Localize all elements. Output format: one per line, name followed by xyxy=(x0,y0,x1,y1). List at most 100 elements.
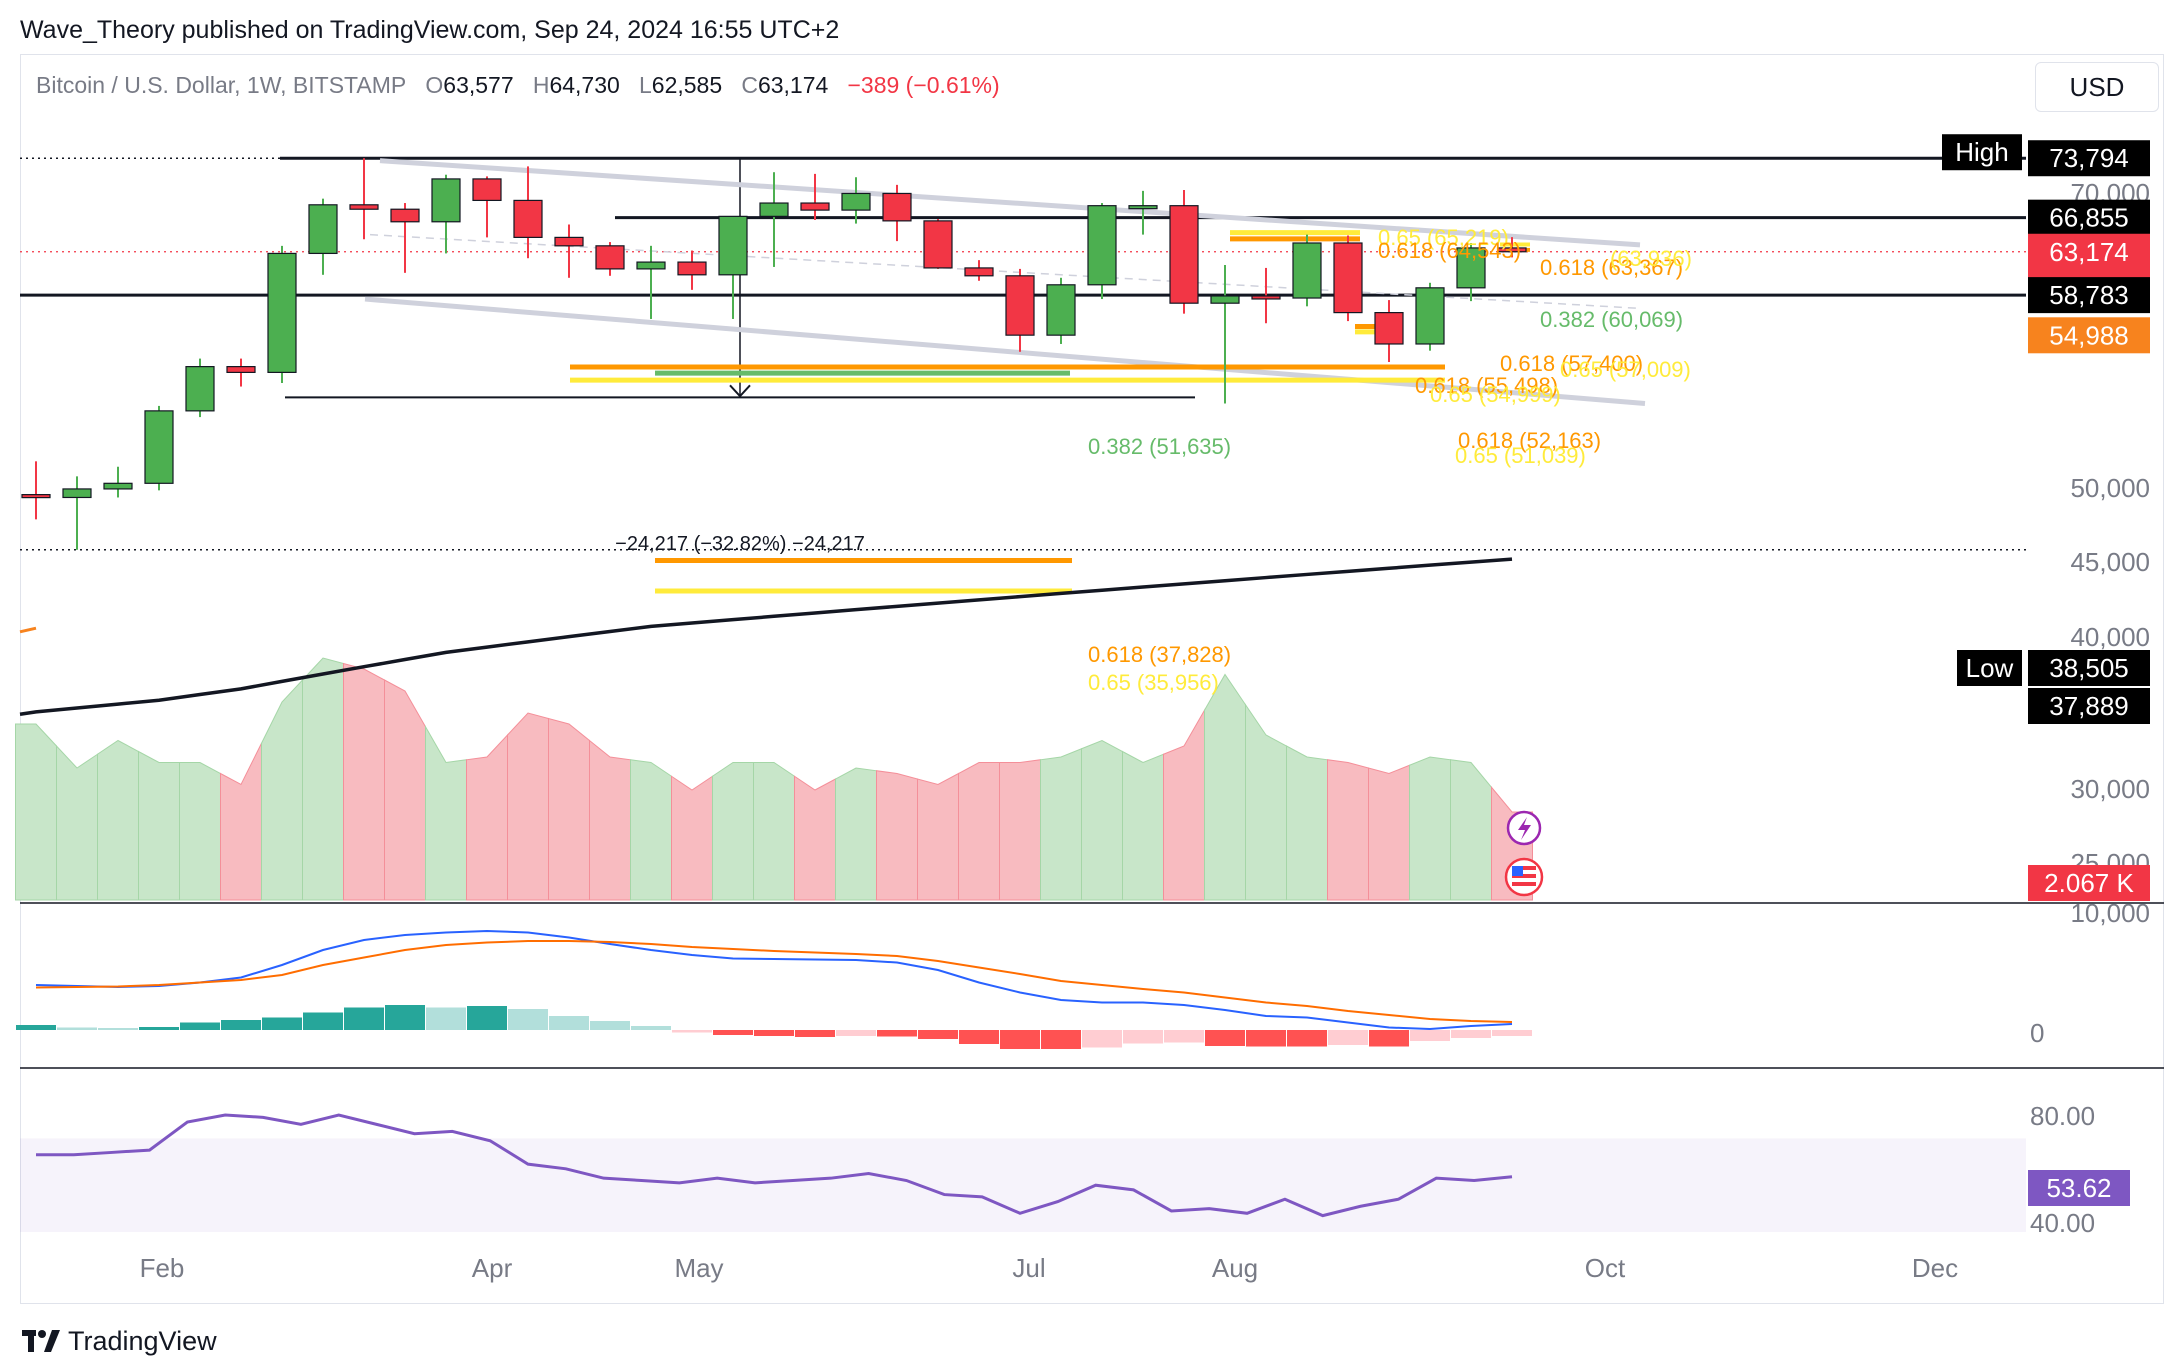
macd-hist-bar-30 xyxy=(1246,1030,1286,1047)
macd-hist-bar-3 xyxy=(139,1027,179,1030)
volume-area-15 xyxy=(630,759,672,901)
macd-hist-bar-8 xyxy=(344,1007,384,1030)
fib-label-13: 0.65 (35,956) xyxy=(1088,670,1219,695)
macd-hist-bar-36 xyxy=(1492,1030,1532,1036)
macd-line xyxy=(35,929,1513,1031)
rsi-pane: 80.00 40.00 53.62 xyxy=(20,1101,2130,1238)
volume-area-35 xyxy=(1450,759,1492,901)
channel-lines xyxy=(364,158,1646,406)
volume-area-9 xyxy=(384,679,426,901)
extreme-label: High xyxy=(1955,137,2008,167)
chart-frame[interactable] xyxy=(20,54,2164,1304)
price-tick-label: 10,000 xyxy=(2070,898,2150,928)
macd-hist-bar-2 xyxy=(98,1028,138,1030)
price-marker-tag-0 xyxy=(2028,140,2150,177)
candle-body-9 xyxy=(390,208,420,223)
fib-label-12: 0.618 (37,828) xyxy=(1088,642,1231,667)
us-flag-stripe-icon xyxy=(1512,882,1536,886)
price-marker-tag-6 xyxy=(2028,688,2150,724)
volume-area-13 xyxy=(548,717,590,901)
macd-zero-label: 0 xyxy=(2030,1018,2044,1048)
us-flag-stripe-icon xyxy=(1512,874,1536,878)
close-label: C xyxy=(741,72,758,98)
volume-area-17 xyxy=(712,762,754,901)
candle-body-15 xyxy=(636,261,666,270)
currency-button[interactable]: USD xyxy=(2035,62,2159,112)
volume-area-6 xyxy=(261,678,303,901)
candle-body-6 xyxy=(267,252,297,374)
macd-hist-bar-32 xyxy=(1328,1030,1368,1045)
macd-hist-bar-19 xyxy=(795,1030,835,1037)
candle-body-3 xyxy=(144,410,174,484)
candle-body-4 xyxy=(185,366,215,412)
price-marker-value: 58,783 xyxy=(2049,280,2129,310)
time-tick-label: Dec xyxy=(1912,1253,1958,1283)
macd-hist-bar-7 xyxy=(303,1012,343,1030)
volume-area-3 xyxy=(138,750,180,901)
rsi-line xyxy=(36,1113,1513,1218)
macd-hist-bar-29 xyxy=(1205,1030,1245,1046)
low-value: 62,585 xyxy=(651,72,723,98)
chart-icons[interactable] xyxy=(1504,810,1544,897)
macd-hist-bar-28 xyxy=(1164,1030,1204,1043)
macd-hist-bar-11 xyxy=(467,1006,507,1030)
volume-area-32 xyxy=(1327,759,1369,901)
macd-hist-bar-26 xyxy=(1082,1030,1122,1048)
fib-labels: 0.65 (65,219)0.618 (64,543) 0.618 (63,367… xyxy=(1088,225,1692,695)
candle-body-26 xyxy=(1087,205,1117,286)
macd-hist-bar-5 xyxy=(221,1020,261,1030)
fib-label-0: 0.65 (65,219) xyxy=(1378,225,1509,250)
candle-body-12 xyxy=(513,199,543,238)
measure-label: −24,217 (−32.82%) −24,217 xyxy=(615,533,865,555)
macd-hist-bar-15 xyxy=(631,1026,671,1030)
time-tick-label: Oct xyxy=(1585,1253,1626,1283)
price-marker-value: 54,988 xyxy=(2049,320,2129,350)
candle-body-32 xyxy=(1333,242,1363,314)
volume-layer xyxy=(15,657,1533,901)
macd-hist-bar-22 xyxy=(918,1030,958,1039)
signal-line xyxy=(35,940,1513,1023)
candle-body-35 xyxy=(1456,247,1486,289)
fib-label-1: 0.618 (64,543) xyxy=(1378,238,1521,263)
fib-label-6: 0.65 (57,009) xyxy=(1560,357,1691,382)
macd-hist-bar-10 xyxy=(426,1007,466,1030)
candle-body-22 xyxy=(923,220,953,269)
price-marker-tag-4 xyxy=(2028,317,2150,354)
volume-area-4 xyxy=(179,762,221,901)
candle-body-2 xyxy=(103,482,133,490)
lightning-bolt-icon xyxy=(1518,817,1531,840)
macd-hist-bar-25 xyxy=(1041,1030,1081,1049)
candle-body-25 xyxy=(1046,284,1076,336)
volume-area-33 xyxy=(1368,764,1410,901)
fib-label-9: 0.382 (51,635) xyxy=(1088,434,1231,459)
footer-brand: TradingView xyxy=(68,1326,217,1356)
candle-body-16 xyxy=(677,261,707,276)
volume-area-34 xyxy=(1409,756,1451,901)
volume-area-23 xyxy=(958,762,1000,901)
macd-hist-bar-23 xyxy=(959,1030,999,1044)
candle-body-17 xyxy=(718,215,748,276)
us-flag-stripe-icon xyxy=(1512,866,1536,870)
volume-area-29 xyxy=(1204,673,1246,901)
candle-body-24 xyxy=(1005,275,1035,336)
volume-area-24 xyxy=(999,759,1041,901)
time-tick-label: Aug xyxy=(1212,1253,1258,1283)
volume-area-20 xyxy=(835,767,877,901)
candle-body-5 xyxy=(226,366,256,374)
fib-label-4: 0.382 (60,069) xyxy=(1540,307,1683,332)
time-tick-label: May xyxy=(674,1253,723,1283)
macd-pane: 0 xyxy=(16,929,2044,1049)
volume-area-11 xyxy=(466,733,508,901)
macd-hist-bar-18 xyxy=(754,1030,794,1036)
price-axis[interactable]: 70,00065,00050,00045,00040,00030,00025,0… xyxy=(1942,134,2150,928)
candles-layer[interactable] xyxy=(21,158,1527,550)
macd-hist-bar-16 xyxy=(672,1030,712,1033)
volume-area-30 xyxy=(1245,703,1287,901)
candle-body-10 xyxy=(431,178,461,223)
publisher-line: Wave_Theory published on TradingView.com… xyxy=(20,16,840,44)
time-axis[interactable]: Feb Apr May Jul Aug Oct Dec xyxy=(140,1253,1959,1283)
macd-hist-bar-9 xyxy=(385,1005,425,1030)
fib-label-8: 0.65 (54,999) xyxy=(1430,382,1561,407)
us-flag-canton-icon xyxy=(1512,866,1523,876)
